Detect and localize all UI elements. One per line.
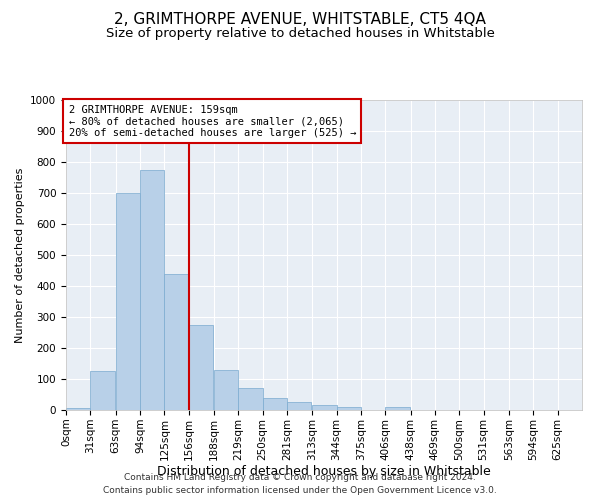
Bar (189, 325, 213, 410)
Bar (238, 388, 263, 410)
Bar (91, 371, 115, 410)
X-axis label: Distribution of detached houses by size in Whitstable: Distribution of detached houses by size … (157, 466, 491, 478)
Bar (140, 170, 164, 410)
Text: 2 GRIMTHORPE AVENUE: 159sqm
← 80% of detached houses are smaller (2,065)
20% of : 2 GRIMTHORPE AVENUE: 159sqm ← 80% of det… (68, 104, 356, 138)
Bar (385, 407, 410, 410)
Text: Size of property relative to detached houses in Whitstable: Size of property relative to detached ho… (106, 28, 494, 40)
Bar (214, 370, 238, 410)
Bar (312, 406, 337, 410)
Bar (116, 193, 140, 410)
Text: Contains HM Land Registry data © Crown copyright and database right 2024.
Contai: Contains HM Land Registry data © Crown c… (103, 474, 497, 495)
Bar (337, 407, 361, 410)
Bar (164, 274, 189, 410)
Bar (66, 408, 91, 410)
Bar (263, 398, 287, 410)
Text: 2, GRIMTHORPE AVENUE, WHITSTABLE, CT5 4QA: 2, GRIMTHORPE AVENUE, WHITSTABLE, CT5 4Q… (114, 12, 486, 28)
Bar (287, 402, 311, 410)
Y-axis label: Number of detached properties: Number of detached properties (14, 168, 25, 342)
